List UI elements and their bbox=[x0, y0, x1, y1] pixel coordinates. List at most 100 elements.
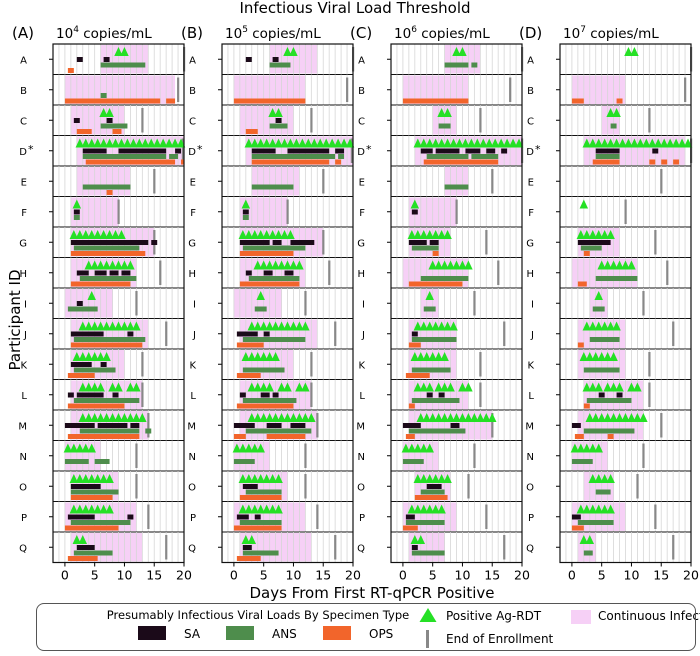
participant-row-i: I bbox=[193, 288, 353, 319]
positive-ag-rdt-marker bbox=[585, 352, 595, 361]
ans-bar bbox=[73, 337, 146, 342]
end-of-enrollment-marker bbox=[181, 138, 184, 163]
ans-bar bbox=[269, 62, 291, 68]
ans-bar bbox=[79, 276, 137, 281]
panel-label: (A) bbox=[12, 24, 34, 42]
end-of-enrollment-marker bbox=[648, 108, 651, 133]
positive-ag-rdt-marker bbox=[247, 382, 257, 392]
positive-ag-rdt-marker bbox=[490, 138, 500, 148]
positive-ag-rdt-marker bbox=[576, 504, 586, 514]
participant-row-d: D * bbox=[357, 135, 524, 167]
positive-ag-rdt-marker bbox=[410, 199, 420, 209]
participant-row-g: G bbox=[19, 227, 184, 258]
positive-ag-rdt-marker bbox=[111, 230, 120, 239]
positive-ag-rdt-marker bbox=[138, 413, 147, 422]
participant-row-e: E bbox=[21, 166, 184, 197]
participant-label: P bbox=[359, 513, 365, 524]
participant-label: G bbox=[188, 238, 196, 249]
positive-ag-rdt-marker bbox=[262, 138, 271, 148]
positive-ag-rdt-marker bbox=[141, 138, 150, 148]
positive-ag-rdt-marker bbox=[132, 413, 141, 422]
participant-label: D bbox=[357, 147, 365, 158]
participant-label: J bbox=[192, 330, 196, 341]
sa-bar bbox=[130, 423, 140, 428]
ops-bar bbox=[251, 159, 330, 165]
participant-label: F bbox=[528, 208, 534, 219]
ans-bar bbox=[471, 62, 478, 68]
positive-ag-rdt-marker bbox=[87, 504, 96, 514]
participant-row-p: P bbox=[528, 501, 691, 533]
positive-ag-rdt-marker bbox=[413, 504, 423, 514]
positive-ag-rdt-marker bbox=[425, 443, 434, 453]
sa-bar bbox=[438, 392, 445, 398]
participant-row-q: Q bbox=[188, 532, 353, 563]
ans-bar bbox=[420, 276, 469, 281]
participant-label: G bbox=[526, 238, 534, 249]
participant-label: I bbox=[24, 299, 27, 310]
positive-ag-rdt-marker bbox=[262, 474, 271, 483]
positive-ag-rdt-marker bbox=[440, 413, 449, 422]
ans-bar bbox=[145, 428, 152, 434]
positive-ag-rdt-marker bbox=[588, 321, 597, 331]
positive-ag-rdt-marker bbox=[606, 504, 615, 514]
ops-bar bbox=[649, 159, 656, 165]
positive-ag-rdt-marker bbox=[117, 138, 126, 148]
end-of-enrollment-marker bbox=[135, 474, 138, 499]
positive-ag-rdt-marker bbox=[627, 413, 636, 422]
participant-label: G bbox=[357, 238, 365, 249]
legend-ops-label: OPS bbox=[369, 627, 393, 641]
positive-ag-rdt-marker bbox=[99, 108, 108, 117]
legend-period-label: Continuous Infectious Period bbox=[598, 609, 700, 623]
positive-ag-rdt-marker bbox=[256, 230, 265, 239]
ops-bar bbox=[236, 556, 261, 561]
positive-ag-rdt-marker bbox=[683, 138, 693, 148]
threshold-base: 10 bbox=[563, 26, 580, 42]
participant-label: B bbox=[20, 86, 27, 97]
end-of-enrollment-marker bbox=[648, 382, 651, 407]
ops-bar bbox=[574, 434, 584, 439]
ans-bar bbox=[595, 276, 638, 281]
participant-label: P bbox=[528, 513, 534, 524]
threshold-exponent: 4 bbox=[73, 25, 79, 35]
legend-box bbox=[36, 603, 696, 651]
panel-threshold: 104 copies/mL bbox=[56, 25, 152, 42]
participant-row-j: J bbox=[530, 318, 691, 350]
end-of-enrollment-marker bbox=[316, 413, 319, 438]
positive-ag-rdt-marker bbox=[268, 138, 277, 148]
positive-ag-rdt-marker bbox=[72, 535, 82, 544]
end-of-enrollment-marker bbox=[636, 474, 639, 499]
positive-ag-rdt-marker bbox=[579, 535, 589, 544]
positive-ag-rdt-marker bbox=[126, 382, 135, 392]
sa-bar bbox=[405, 514, 415, 520]
ops-bar bbox=[70, 281, 131, 287]
sa-bar bbox=[429, 240, 439, 245]
end-of-enrollment-marker bbox=[672, 321, 675, 346]
positive-ag-rdt-marker bbox=[600, 474, 609, 483]
ans-bar bbox=[610, 123, 617, 129]
positive-ag-rdt-marker bbox=[600, 230, 609, 239]
positive-ag-rdt-marker bbox=[576, 230, 586, 239]
panel-threshold: 107 copies/mL bbox=[563, 25, 659, 42]
end-of-enrollment-marker bbox=[666, 260, 669, 285]
sa-bar bbox=[151, 240, 158, 245]
positive-ag-rdt-marker bbox=[633, 382, 642, 392]
positive-ag-rdt-marker bbox=[114, 382, 123, 392]
end-of-enrollment-marker bbox=[334, 321, 337, 346]
sa-bar bbox=[73, 209, 80, 215]
participant-row-a: A bbox=[358, 44, 524, 75]
participant-row-b: B bbox=[527, 74, 691, 106]
positive-ag-rdt-marker bbox=[410, 352, 420, 361]
positive-ag-rdt-marker bbox=[152, 138, 162, 148]
participant-label: N bbox=[358, 452, 365, 463]
positive-ag-rdt-marker bbox=[253, 382, 262, 392]
positive-ag-rdt-marker bbox=[99, 474, 108, 483]
positive-ag-rdt-marker bbox=[126, 413, 135, 422]
positive-ag-rdt-marker bbox=[69, 230, 79, 239]
sa-bar bbox=[251, 148, 276, 154]
sa-bar bbox=[260, 392, 270, 398]
threshold-base: 10 bbox=[394, 26, 411, 42]
footnote-marker: * bbox=[535, 143, 541, 156]
positive-ag-rdt-marker bbox=[96, 321, 105, 331]
